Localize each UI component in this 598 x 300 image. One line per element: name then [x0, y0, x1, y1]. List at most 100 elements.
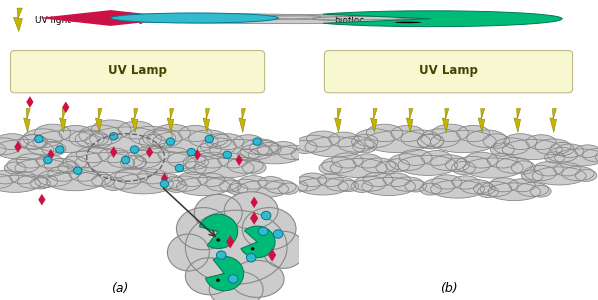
Circle shape	[223, 151, 231, 158]
Ellipse shape	[198, 173, 225, 187]
Ellipse shape	[48, 166, 79, 181]
Ellipse shape	[405, 180, 426, 192]
Ellipse shape	[266, 180, 296, 194]
Ellipse shape	[167, 152, 205, 168]
Ellipse shape	[420, 183, 441, 195]
Ellipse shape	[239, 176, 267, 189]
Ellipse shape	[521, 170, 543, 182]
Ellipse shape	[467, 130, 506, 147]
Ellipse shape	[432, 124, 468, 142]
Ellipse shape	[562, 167, 594, 181]
Ellipse shape	[42, 142, 66, 156]
Polygon shape	[407, 109, 413, 132]
Ellipse shape	[137, 14, 321, 20]
Ellipse shape	[465, 152, 498, 168]
Circle shape	[166, 138, 175, 145]
Ellipse shape	[417, 134, 444, 149]
Ellipse shape	[504, 134, 537, 149]
Ellipse shape	[105, 172, 141, 189]
Ellipse shape	[219, 180, 241, 192]
Ellipse shape	[63, 156, 87, 169]
Ellipse shape	[224, 192, 278, 229]
Text: (b): (b)	[440, 282, 457, 295]
Ellipse shape	[526, 135, 556, 149]
Ellipse shape	[124, 151, 161, 168]
Ellipse shape	[524, 166, 556, 181]
Ellipse shape	[298, 178, 348, 195]
Ellipse shape	[154, 124, 190, 142]
Ellipse shape	[353, 154, 382, 168]
Ellipse shape	[133, 152, 196, 173]
Circle shape	[395, 22, 421, 23]
Ellipse shape	[489, 178, 518, 192]
Ellipse shape	[277, 145, 310, 160]
Ellipse shape	[78, 15, 279, 22]
Ellipse shape	[457, 125, 490, 142]
Ellipse shape	[290, 177, 321, 191]
Ellipse shape	[147, 130, 176, 146]
Text: ROS: ROS	[208, 16, 227, 26]
Polygon shape	[268, 248, 276, 262]
Ellipse shape	[287, 181, 307, 192]
Circle shape	[216, 238, 220, 242]
Ellipse shape	[532, 167, 586, 185]
Ellipse shape	[477, 186, 499, 198]
Ellipse shape	[179, 125, 212, 142]
Polygon shape	[14, 141, 22, 153]
Ellipse shape	[550, 142, 574, 156]
Ellipse shape	[511, 161, 535, 174]
Ellipse shape	[209, 140, 269, 160]
Ellipse shape	[108, 152, 144, 168]
Ellipse shape	[0, 175, 41, 192]
Ellipse shape	[4, 162, 26, 174]
Ellipse shape	[35, 124, 71, 142]
Wedge shape	[200, 214, 237, 248]
Ellipse shape	[242, 161, 266, 174]
Ellipse shape	[185, 210, 287, 284]
Ellipse shape	[421, 129, 460, 147]
Ellipse shape	[554, 163, 581, 176]
Ellipse shape	[120, 156, 146, 170]
Ellipse shape	[62, 17, 196, 22]
Ellipse shape	[307, 131, 340, 147]
Ellipse shape	[460, 180, 493, 194]
Ellipse shape	[185, 156, 221, 173]
Ellipse shape	[496, 158, 532, 173]
Ellipse shape	[38, 170, 72, 186]
Ellipse shape	[166, 181, 187, 192]
Polygon shape	[167, 109, 173, 132]
Wedge shape	[323, 11, 562, 27]
Ellipse shape	[242, 208, 296, 250]
Ellipse shape	[483, 134, 509, 148]
Text: UV Lamp: UV Lamp	[108, 64, 167, 77]
Polygon shape	[62, 101, 69, 113]
Ellipse shape	[242, 139, 278, 155]
Ellipse shape	[79, 125, 122, 145]
Ellipse shape	[362, 158, 396, 173]
Circle shape	[261, 211, 271, 220]
Circle shape	[273, 230, 283, 238]
Ellipse shape	[237, 149, 259, 161]
Ellipse shape	[66, 151, 102, 168]
Ellipse shape	[23, 129, 62, 147]
Ellipse shape	[575, 169, 597, 181]
Ellipse shape	[451, 161, 475, 175]
Ellipse shape	[233, 135, 263, 149]
Circle shape	[258, 227, 268, 236]
Ellipse shape	[205, 134, 231, 148]
Polygon shape	[132, 109, 138, 132]
Ellipse shape	[114, 174, 173, 194]
Ellipse shape	[118, 121, 154, 139]
Ellipse shape	[509, 179, 535, 192]
Ellipse shape	[194, 194, 242, 231]
Ellipse shape	[363, 172, 393, 187]
Ellipse shape	[319, 162, 342, 174]
Ellipse shape	[176, 208, 230, 250]
Ellipse shape	[188, 130, 228, 147]
Circle shape	[130, 146, 139, 153]
Ellipse shape	[431, 130, 496, 153]
Ellipse shape	[452, 176, 479, 189]
Ellipse shape	[206, 177, 239, 191]
Ellipse shape	[142, 129, 182, 147]
Ellipse shape	[227, 184, 248, 195]
